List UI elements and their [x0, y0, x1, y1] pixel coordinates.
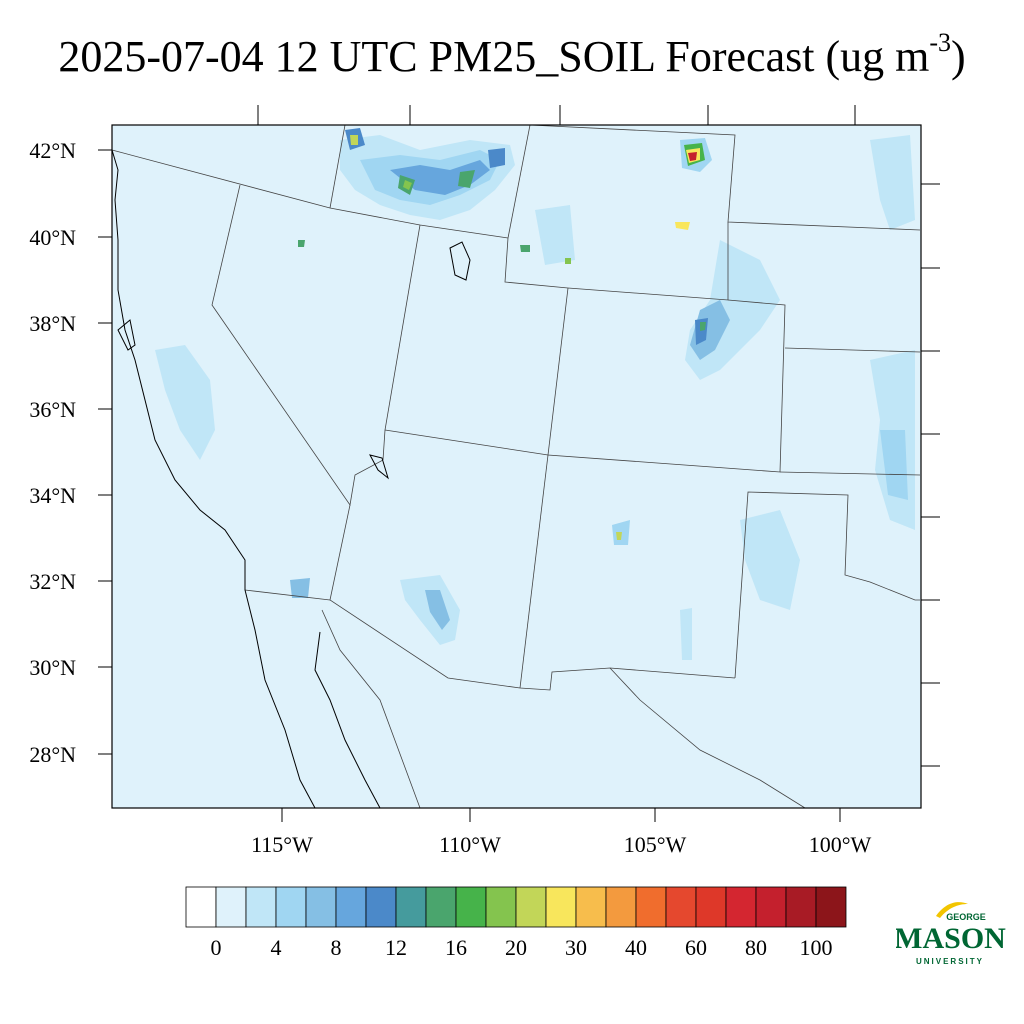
colorbar-label: 8	[331, 935, 342, 960]
lat-label: 38°N	[29, 311, 76, 336]
colorbar-label: 12	[385, 935, 407, 960]
colorbar-swatch	[245, 886, 277, 928]
colorbar-swatch	[695, 886, 727, 928]
colorbar-swatch	[275, 886, 307, 928]
colorbar-label: 80	[745, 935, 767, 960]
colorbar-label: 16	[445, 935, 467, 960]
colorbar-label: 30	[565, 935, 587, 960]
logo-swoosh	[936, 902, 968, 918]
concentration-shading	[155, 128, 915, 660]
lat-label: 32°N	[29, 569, 76, 594]
colorbar-swatch	[215, 886, 247, 928]
logo-line2: MASON	[896, 922, 1006, 955]
lat-label: 30°N	[29, 655, 76, 680]
colorbar-swatch	[365, 886, 397, 928]
colorbar-label: 20	[505, 935, 527, 960]
colorbar-swatch	[305, 886, 337, 928]
coastline	[111, 149, 471, 809]
left-ticks	[98, 149, 112, 755]
lat-label: 28°N	[29, 742, 76, 767]
colorbar-swatch	[545, 886, 577, 928]
bottom-ticks	[281, 808, 841, 822]
lat-label: 36°N	[29, 397, 76, 422]
colorbar-swatch	[605, 886, 637, 928]
lon-label: 115°W	[251, 832, 313, 857]
colorbar-label: 40	[625, 935, 647, 960]
colorbar-swatch	[515, 886, 547, 928]
colorbar-swatch	[635, 886, 667, 928]
lon-label: 105°W	[624, 832, 687, 857]
colorbar-labels: 0 4 8 12 16 20 30 40 60 80 100	[211, 935, 833, 960]
map-title: 2025-07-04 12 UTC PM25_SOIL Forecast (ug…	[0, 30, 1024, 79]
colorbar-swatch	[665, 886, 697, 928]
colorbar-swatch	[575, 886, 607, 928]
colorbar-label: 0	[211, 935, 222, 960]
colorbar-label: 4	[271, 935, 282, 960]
map-background	[112, 125, 921, 808]
state-borders	[111, 124, 921, 809]
top-ticks	[257, 105, 856, 125]
lon-label: 110°W	[439, 832, 501, 857]
colorbar-swatch	[455, 886, 487, 928]
colorbar-swatch	[755, 886, 787, 928]
logo-line1: GEORGE	[946, 912, 986, 922]
colorbar-swatch	[425, 886, 457, 928]
longitude-labels: 115°W 110°W 105°W 100°W	[251, 832, 871, 857]
title-main: 2025-07-04 12 UTC PM25_SOIL Forecast (ug…	[58, 32, 930, 81]
colorbar-swatch	[725, 886, 757, 928]
title-close: )	[951, 32, 966, 81]
title-exponent: -3	[929, 28, 951, 57]
lon-label: 100°W	[809, 832, 872, 857]
lat-label: 42°N	[29, 138, 76, 163]
right-ticks	[921, 183, 940, 767]
map-frame	[111, 124, 922, 809]
colorbar-swatch	[395, 886, 427, 928]
colorbar-swatch	[185, 886, 217, 928]
lat-label: 40°N	[29, 225, 76, 250]
colorbar	[185, 886, 847, 928]
lat-label: 34°N	[29, 483, 76, 508]
latitude-labels: 42°N 40°N 38°N 36°N 34°N 32°N 30°N 28°N	[29, 138, 76, 767]
colorbar-swatch	[785, 886, 817, 928]
colorbar-label: 60	[685, 935, 707, 960]
colorbar-label: 100	[800, 935, 833, 960]
colorbar-swatch	[335, 886, 367, 928]
logo-line3: UNIVERSITY	[916, 957, 984, 966]
colorbar-swatch	[485, 886, 517, 928]
colorbar-swatch	[815, 886, 847, 928]
gmu-logo: GEORGE MASON UNIVERSITY	[896, 902, 1006, 966]
